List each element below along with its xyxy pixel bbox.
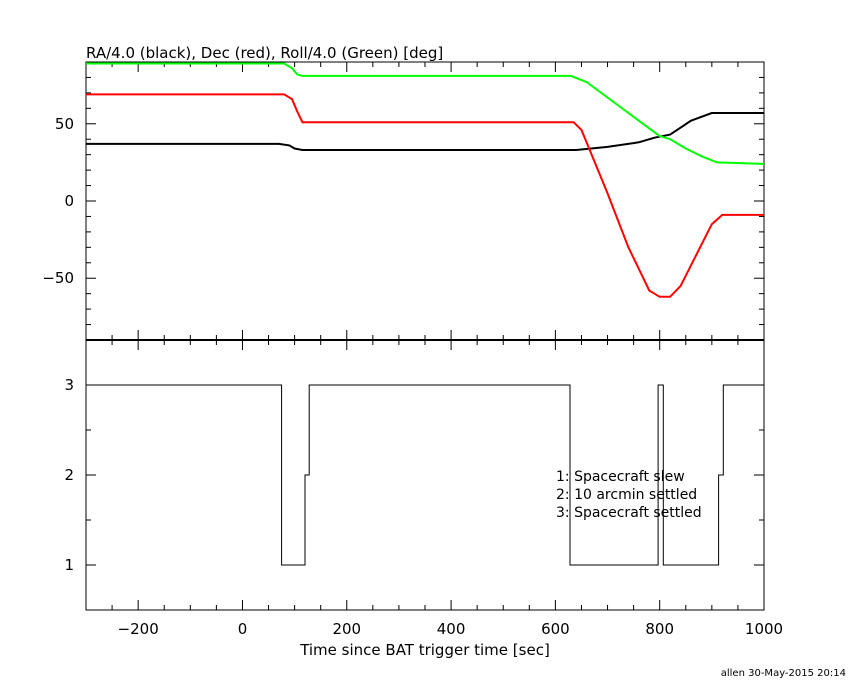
top-series-line-1 <box>86 93 764 298</box>
bottom-x-tick-label: −200 <box>118 620 159 638</box>
bottom-x-tick-label: 800 <box>645 620 674 638</box>
bottom-y-tick-label: 1 <box>64 556 74 574</box>
top-series-line-0 <box>86 112 764 151</box>
footer-credit: allen 30-May-2015 20:14 <box>721 668 846 679</box>
bottom-panel: −200 0 200 400 600 800 1000 1 2 3 1: Spacecraft s… <box>64 339 783 638</box>
top-y-tick-label: 50 <box>55 115 74 133</box>
annotation-settled: 3: Spacecraft settled <box>556 505 702 521</box>
bottom-y-tick-label: 3 <box>64 376 74 394</box>
bottom-x-tick-label: 1000 <box>745 620 783 638</box>
top-y-tick-label: −50 <box>42 269 74 287</box>
top-panel: −50 0 50 <box>42 61 765 341</box>
bottom-x-tick-label: 0 <box>238 620 248 638</box>
top-y-tick-label: 0 <box>64 192 74 210</box>
top-frame <box>85 61 765 341</box>
chart-title: RA/4.0 (black), Dec (red), Roll/4.0 (Gre… <box>86 44 443 62</box>
annotation-10-arcmin: 2: 10 arcmin settled <box>556 487 697 503</box>
bottom-x-tick-label: 400 <box>437 620 466 638</box>
bottom-series-line-0 <box>86 384 764 566</box>
x-axis-label: Time since BAT trigger time [sec] <box>299 641 550 659</box>
annotation-slew: 1: Spacecraft slew <box>556 469 685 485</box>
bottom-x-tick-label: 600 <box>541 620 570 638</box>
bottom-x-tick-label: 200 <box>332 620 361 638</box>
top-series-line-2 <box>86 62 765 165</box>
bottom-y-tick-label: 2 <box>64 466 74 484</box>
